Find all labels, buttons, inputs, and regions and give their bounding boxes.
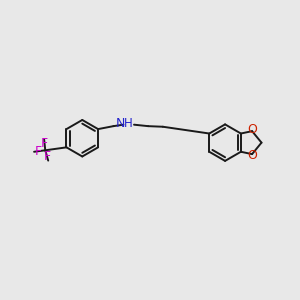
Text: N: N (116, 117, 125, 130)
Text: F: F (35, 145, 42, 158)
Text: H: H (124, 117, 133, 130)
Text: O: O (248, 124, 257, 136)
Text: O: O (248, 149, 257, 162)
Text: F: F (44, 150, 51, 163)
Text: F: F (40, 137, 48, 150)
